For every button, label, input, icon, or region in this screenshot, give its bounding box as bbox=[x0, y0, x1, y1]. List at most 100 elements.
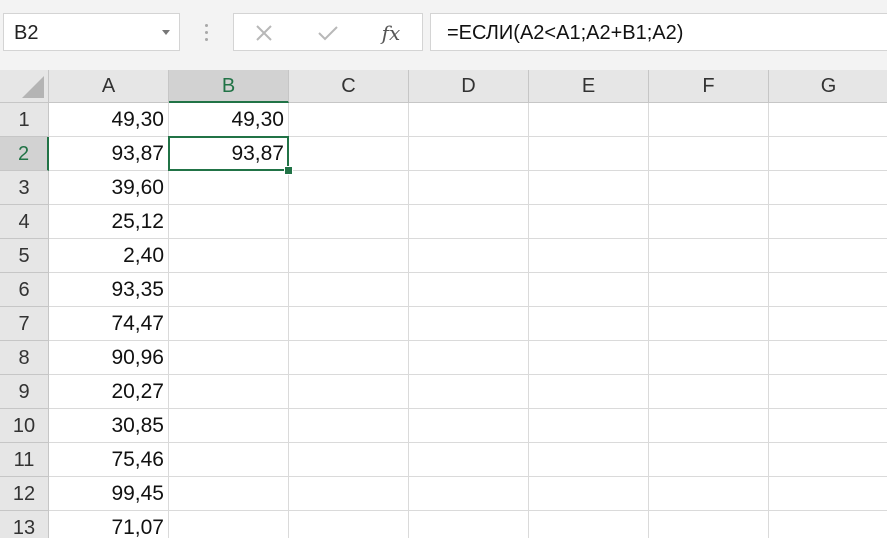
column-header-a[interactable]: A bbox=[49, 70, 169, 103]
column-header-f[interactable]: F bbox=[649, 70, 769, 103]
column-header-c[interactable]: C bbox=[289, 70, 409, 103]
row-header-13[interactable]: 13 bbox=[0, 511, 49, 538]
row-header-9[interactable]: 9 bbox=[0, 375, 49, 409]
cell-g8[interactable] bbox=[769, 341, 887, 375]
cell-a12[interactable]: 99,45 bbox=[49, 477, 169, 511]
cell-g10[interactable] bbox=[769, 409, 887, 443]
column-header-e[interactable]: E bbox=[529, 70, 649, 103]
fill-handle[interactable] bbox=[284, 166, 293, 175]
cell-g1[interactable] bbox=[769, 103, 887, 137]
cell-d7[interactable] bbox=[409, 307, 529, 341]
cell-e13[interactable] bbox=[529, 511, 649, 538]
cell-g6[interactable] bbox=[769, 273, 887, 307]
cell-c13[interactable] bbox=[289, 511, 409, 538]
cell-d2[interactable] bbox=[409, 137, 529, 171]
check-icon[interactable] bbox=[310, 18, 346, 48]
column-header-d[interactable]: D bbox=[409, 70, 529, 103]
cell-c7[interactable] bbox=[289, 307, 409, 341]
cell-c8[interactable] bbox=[289, 341, 409, 375]
cell-g4[interactable] bbox=[769, 205, 887, 239]
cell-d9[interactable] bbox=[409, 375, 529, 409]
cell-a10[interactable]: 30,85 bbox=[49, 409, 169, 443]
cell-d6[interactable] bbox=[409, 273, 529, 307]
cell-e1[interactable] bbox=[529, 103, 649, 137]
row-header-8[interactable]: 8 bbox=[0, 341, 49, 375]
cell-a6[interactable]: 93,35 bbox=[49, 273, 169, 307]
cell-c2[interactable] bbox=[289, 137, 409, 171]
insert-function-button[interactable]: fx bbox=[373, 18, 409, 48]
cell-a11[interactable]: 75,46 bbox=[49, 443, 169, 477]
cell-c10[interactable] bbox=[289, 409, 409, 443]
cell-b5[interactable] bbox=[169, 239, 289, 273]
cell-d13[interactable] bbox=[409, 511, 529, 538]
cell-d4[interactable] bbox=[409, 205, 529, 239]
name-box[interactable]: B2 bbox=[3, 13, 180, 51]
row-header-4[interactable]: 4 bbox=[0, 205, 49, 239]
cell-c5[interactable] bbox=[289, 239, 409, 273]
cell-g9[interactable] bbox=[769, 375, 887, 409]
cell-g12[interactable] bbox=[769, 477, 887, 511]
cell-g7[interactable] bbox=[769, 307, 887, 341]
cell-a5[interactable]: 2,40 bbox=[49, 239, 169, 273]
row-header-12[interactable]: 12 bbox=[0, 477, 49, 511]
cell-e10[interactable] bbox=[529, 409, 649, 443]
cell-f2[interactable] bbox=[649, 137, 769, 171]
more-vertical-icon[interactable] bbox=[205, 24, 208, 42]
cell-d1[interactable] bbox=[409, 103, 529, 137]
cell-a8[interactable]: 90,96 bbox=[49, 341, 169, 375]
cell-f8[interactable] bbox=[649, 341, 769, 375]
cell-b11[interactable] bbox=[169, 443, 289, 477]
row-header-10[interactable]: 10 bbox=[0, 409, 49, 443]
row-header-3[interactable]: 3 bbox=[0, 171, 49, 205]
cell-a4[interactable]: 25,12 bbox=[49, 205, 169, 239]
cell-b2[interactable]: 93,87 bbox=[169, 137, 289, 171]
select-all-button[interactable] bbox=[0, 70, 49, 103]
cell-g13[interactable] bbox=[769, 511, 887, 538]
cell-b3[interactable] bbox=[169, 171, 289, 205]
cell-g2[interactable] bbox=[769, 137, 887, 171]
cell-b8[interactable] bbox=[169, 341, 289, 375]
cell-a3[interactable]: 39,60 bbox=[49, 171, 169, 205]
cell-e5[interactable] bbox=[529, 239, 649, 273]
cell-g5[interactable] bbox=[769, 239, 887, 273]
cell-b12[interactable] bbox=[169, 477, 289, 511]
cell-g3[interactable] bbox=[769, 171, 887, 205]
cell-d5[interactable] bbox=[409, 239, 529, 273]
row-header-1[interactable]: 1 bbox=[0, 103, 49, 137]
cell-a13[interactable]: 71,07 bbox=[49, 511, 169, 538]
cell-a2[interactable]: 93,87 bbox=[49, 137, 169, 171]
row-header-7[interactable]: 7 bbox=[0, 307, 49, 341]
cell-b9[interactable] bbox=[169, 375, 289, 409]
cell-c1[interactable] bbox=[289, 103, 409, 137]
cell-a7[interactable]: 74,47 bbox=[49, 307, 169, 341]
cell-f4[interactable] bbox=[649, 205, 769, 239]
row-header-11[interactable]: 11 bbox=[0, 443, 49, 477]
cell-f6[interactable] bbox=[649, 273, 769, 307]
cell-a1[interactable]: 49,30 bbox=[49, 103, 169, 137]
cell-f11[interactable] bbox=[649, 443, 769, 477]
row-header-2[interactable]: 2 bbox=[0, 137, 49, 171]
cell-b7[interactable] bbox=[169, 307, 289, 341]
cell-b4[interactable] bbox=[169, 205, 289, 239]
cell-f12[interactable] bbox=[649, 477, 769, 511]
cell-b10[interactable] bbox=[169, 409, 289, 443]
cell-a9[interactable]: 20,27 bbox=[49, 375, 169, 409]
cell-c4[interactable] bbox=[289, 205, 409, 239]
cell-e9[interactable] bbox=[529, 375, 649, 409]
cell-f3[interactable] bbox=[649, 171, 769, 205]
cell-e8[interactable] bbox=[529, 341, 649, 375]
cell-f9[interactable] bbox=[649, 375, 769, 409]
cell-e11[interactable] bbox=[529, 443, 649, 477]
chevron-down-icon[interactable] bbox=[162, 30, 170, 35]
row-header-5[interactable]: 5 bbox=[0, 239, 49, 273]
cell-f7[interactable] bbox=[649, 307, 769, 341]
row-header-6[interactable]: 6 bbox=[0, 273, 49, 307]
cell-d12[interactable] bbox=[409, 477, 529, 511]
cell-d11[interactable] bbox=[409, 443, 529, 477]
cell-e2[interactable] bbox=[529, 137, 649, 171]
cell-e12[interactable] bbox=[529, 477, 649, 511]
cell-e4[interactable] bbox=[529, 205, 649, 239]
cell-c6[interactable] bbox=[289, 273, 409, 307]
cell-e7[interactable] bbox=[529, 307, 649, 341]
cell-e3[interactable] bbox=[529, 171, 649, 205]
